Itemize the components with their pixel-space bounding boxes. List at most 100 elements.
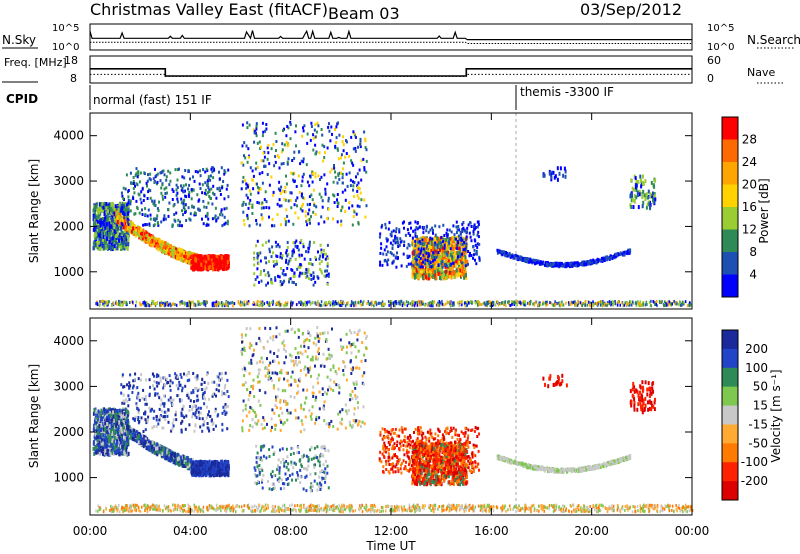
scatter-cell bbox=[279, 283, 282, 287]
scatter-cell bbox=[205, 259, 208, 264]
scatter-cell bbox=[411, 268, 414, 273]
scatter-cell bbox=[683, 301, 685, 305]
scatter-cell bbox=[460, 273, 463, 278]
cpid-segment-1: normal (fast) 151 IF bbox=[93, 93, 212, 107]
scatter-cell bbox=[364, 139, 367, 143]
noise-search-trace bbox=[90, 41, 692, 44]
scatter-cell bbox=[477, 300, 479, 303]
scatter-cell bbox=[158, 200, 160, 204]
scatter-cell bbox=[299, 241, 302, 245]
scatter-cell bbox=[581, 303, 583, 307]
scatter-cell bbox=[542, 300, 544, 304]
scatter-cell bbox=[246, 126, 249, 130]
scatter-cell bbox=[461, 250, 464, 255]
scatter-cell bbox=[424, 243, 427, 248]
scatter-cell bbox=[174, 254, 177, 259]
scatter-cell bbox=[187, 206, 190, 210]
scatter-cell bbox=[117, 207, 120, 212]
scatter-cell bbox=[414, 257, 417, 261]
scatter-cell bbox=[642, 302, 644, 306]
scatter-cell bbox=[428, 249, 431, 254]
scatter-cell bbox=[147, 190, 150, 194]
scatter-cell bbox=[194, 304, 197, 307]
scatter-cell bbox=[185, 259, 188, 264]
scatter-cell bbox=[117, 231, 120, 236]
scatter-cell bbox=[422, 302, 425, 306]
scatter-cell bbox=[599, 303, 602, 307]
nave-right-tick-bottom: 0 bbox=[707, 72, 714, 85]
scatter-cell bbox=[357, 196, 360, 200]
scatter-cell bbox=[349, 178, 352, 182]
scatter-cell bbox=[182, 184, 185, 188]
scatter-cell bbox=[217, 216, 220, 220]
scatter-cell bbox=[339, 304, 342, 307]
scatter-cell bbox=[419, 300, 422, 303]
scatter-cell bbox=[211, 304, 214, 308]
scatter-cell bbox=[122, 197, 125, 200]
scatter-cell bbox=[438, 241, 441, 246]
scatter-cell bbox=[492, 300, 494, 304]
scatter-cell bbox=[482, 302, 484, 306]
scatter-cell bbox=[195, 258, 198, 263]
scatter-cell bbox=[206, 301, 208, 304]
scatter-cell bbox=[142, 199, 145, 202]
scatter-cell bbox=[511, 302, 513, 306]
scatter-cell bbox=[267, 274, 270, 278]
scatter-cell bbox=[123, 233, 126, 238]
scatter-cell bbox=[278, 300, 281, 304]
scatter-cell bbox=[265, 283, 268, 287]
scatter-cell bbox=[99, 246, 102, 251]
scatter-cell bbox=[243, 154, 245, 158]
scatter-cell bbox=[289, 122, 292, 126]
scatter-cell bbox=[122, 243, 125, 248]
scatter-cell bbox=[289, 120, 292, 124]
scatter-cell bbox=[256, 165, 259, 169]
scatter-cell bbox=[323, 220, 326, 224]
scatter-cell bbox=[212, 301, 214, 305]
scatter-cell bbox=[445, 258, 447, 263]
scatter-cell bbox=[277, 302, 279, 306]
scatter-cell bbox=[251, 203, 254, 207]
scatter-cell bbox=[244, 179, 247, 183]
scatter-cell bbox=[529, 302, 532, 306]
scatter-cell bbox=[205, 256, 208, 261]
scatter-cell bbox=[610, 302, 613, 306]
scatter-cell bbox=[251, 205, 254, 209]
scatter-cell bbox=[142, 223, 145, 227]
scatter-cell bbox=[257, 251, 260, 255]
scatter-cell bbox=[183, 250, 185, 255]
freq-left-label: Freq. [MHz] bbox=[4, 56, 67, 69]
scatter-cell bbox=[164, 241, 167, 246]
scatter-cell bbox=[450, 300, 452, 304]
scatter-cell bbox=[114, 207, 116, 212]
scatter-cell bbox=[576, 304, 579, 307]
scatter-cell bbox=[632, 300, 634, 304]
scatter-cell bbox=[341, 140, 344, 144]
scatter-cell bbox=[220, 208, 223, 212]
scatter-cell bbox=[554, 304, 556, 307]
scatter-cell bbox=[176, 247, 179, 252]
scatter-cell bbox=[290, 191, 293, 195]
scatter-cell bbox=[604, 302, 606, 306]
scatter-cell bbox=[223, 222, 226, 226]
scatter-cell bbox=[107, 228, 110, 233]
scatter-cell bbox=[100, 208, 103, 213]
scatter-cell bbox=[155, 238, 158, 243]
scatter-cell bbox=[422, 244, 425, 249]
scatter-cell bbox=[179, 302, 181, 306]
scatter-cell bbox=[192, 175, 194, 179]
scatter-cell bbox=[559, 304, 561, 308]
scatter-cell bbox=[260, 279, 263, 283]
scatter-cell bbox=[110, 242, 113, 247]
scatter-cell bbox=[420, 254, 423, 259]
scatter-cell bbox=[175, 211, 178, 215]
scatter-cell bbox=[135, 167, 138, 171]
scatter-cell bbox=[169, 302, 171, 306]
scatter-cell bbox=[188, 183, 191, 187]
scatter-cell bbox=[350, 135, 353, 139]
scatter-cell bbox=[263, 269, 266, 273]
scatter-cell bbox=[284, 190, 287, 194]
scatter-cell bbox=[95, 204, 98, 209]
scatter-cell bbox=[323, 252, 325, 256]
scatter-cell bbox=[309, 174, 312, 178]
